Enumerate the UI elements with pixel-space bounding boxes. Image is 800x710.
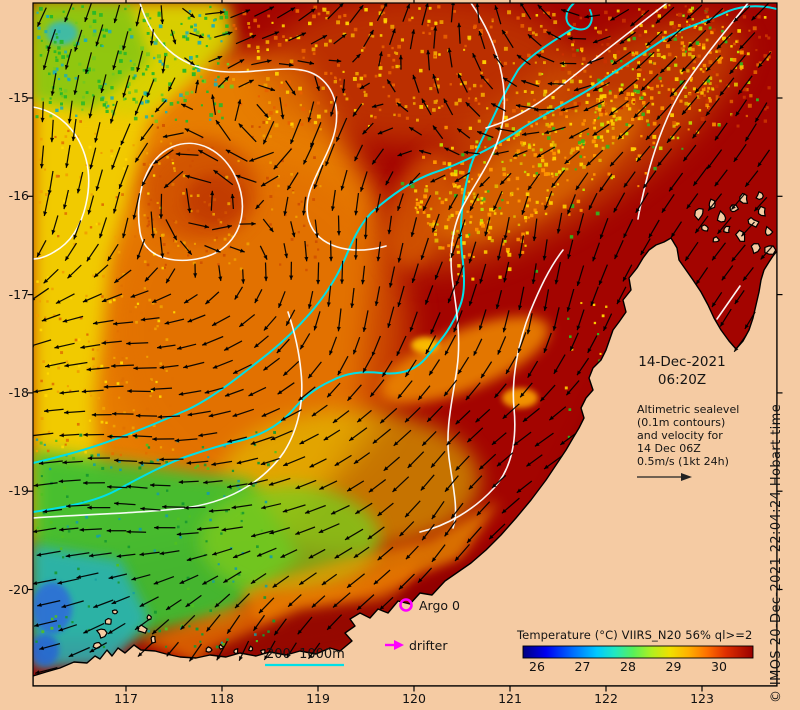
colorbar-tick-label: 29: [665, 659, 682, 674]
axis-tick-marks: [27, 0, 783, 692]
colorbar-title: Temperature (°C) VIIRS_N20 56% ql>=2: [517, 628, 753, 642]
annotation-line-3: and velocity for: [637, 429, 723, 442]
x-tick-label: 117: [114, 691, 138, 706]
legend-markers: [265, 473, 692, 667]
annotation-line-1: Altimetric sealevel: [637, 403, 740, 416]
y-tick-label: -15: [8, 90, 29, 105]
y-tick-label: -20: [8, 581, 29, 597]
x-tick-label: 118: [210, 691, 234, 706]
map-datetime-date: 14-Dec-2021: [638, 354, 726, 370]
copyright-vertical-text: © IMOS 20-Dec-2021 22:04:24 Hobart time: [769, 403, 784, 703]
map-datetime-time: 06:20Z: [657, 372, 707, 388]
sst-speckle-noise: [35, 4, 772, 649]
y-tick-label: -16: [8, 188, 29, 204]
colorbar-tick-label: 27: [574, 659, 591, 674]
y-tick-label: -17: [8, 286, 29, 302]
annotation-line-5: 0.5m/s (1kt 24h): [637, 455, 729, 468]
map-frame: [32, 2, 778, 687]
y-tick-label: -18: [8, 384, 29, 400]
colorbar-tick-label: 30: [711, 659, 727, 674]
drifter-legend-label: drifter: [409, 638, 448, 653]
annotation-line-4: 14 Dec 06Z: [637, 442, 701, 455]
velocity-vector-arrows: [33, 3, 774, 675]
colorbar-tick-label: 28: [620, 659, 636, 674]
x-tick-label: 122: [594, 691, 618, 706]
x-tick-label: 123: [690, 691, 714, 706]
y-tick-label: -19: [8, 483, 29, 499]
colorbar-tick-label: 26: [529, 659, 545, 674]
annotation-line-2: (0.1m contours): [637, 416, 726, 429]
argo-float-marker-icon: [399, 598, 413, 612]
x-tick-label: 121: [498, 691, 522, 706]
x-tick-label: 120: [402, 691, 426, 706]
x-tick-label: 119: [306, 691, 330, 706]
bathymetry-depth-label: 200 1000m: [266, 647, 345, 662]
temperature-colorbar: [522, 645, 754, 659]
land-mass: [33, 190, 777, 686]
argo-legend-label: Argo 0: [419, 598, 460, 613]
